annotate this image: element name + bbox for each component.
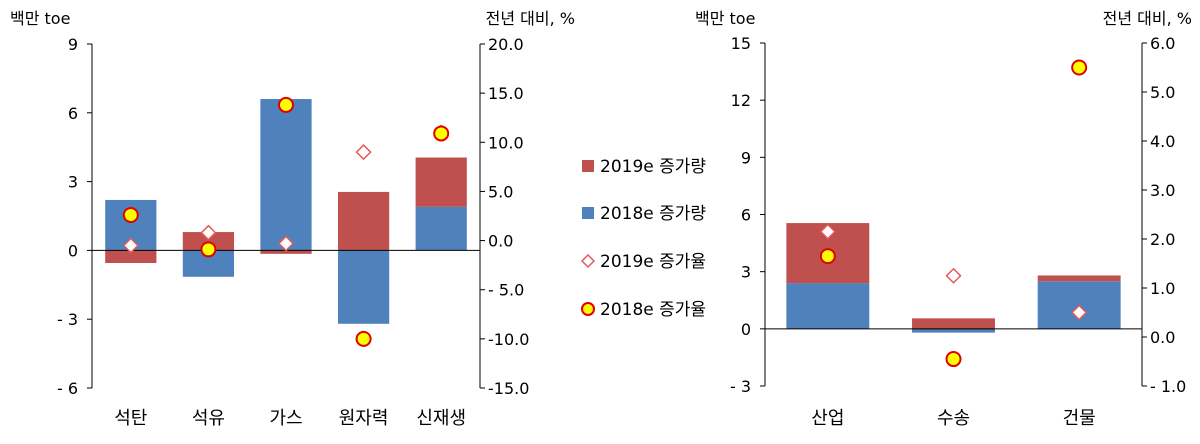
right-axis-unit: 전년 대비, % xyxy=(1103,9,1192,28)
bar-2018e xyxy=(416,207,467,251)
right-tick-label: 6.0 xyxy=(1150,34,1175,53)
chart-figure: 백만 toe 전년 대비, % - 6 - 3 0 3 6 9 -15.0 -10.0 - 5.0 0… xyxy=(0,0,1200,440)
legend-swatch-2019e-rate xyxy=(582,255,594,267)
legend-swatch-2018e-rate xyxy=(582,303,594,315)
marker-2018e-rate xyxy=(201,242,215,256)
left-tick-label: 9 xyxy=(68,35,78,54)
left-tick-label: - 3 xyxy=(730,377,751,396)
left-tick-label: 12 xyxy=(731,91,751,110)
left-tick-label: 3 xyxy=(741,263,751,282)
marker-2018e-rate xyxy=(124,208,138,222)
bar-2018e xyxy=(338,250,389,323)
category-label: 건물 xyxy=(1063,408,1096,429)
right-tick-label: -10.0 xyxy=(488,330,529,349)
right-tick-label: 3.0 xyxy=(1150,181,1175,200)
left-tick-label: - 6 xyxy=(57,379,78,398)
left-tick-label: 6 xyxy=(68,104,78,123)
legend-swatch-2018e-increase xyxy=(582,207,594,219)
right-tick-label: - 5.0 xyxy=(488,281,524,300)
marker-2019e-rate xyxy=(947,269,961,283)
marker-2018e-rate xyxy=(1072,61,1086,75)
left-axis-unit: 백만 toe xyxy=(695,9,755,28)
category-label: 원자력 xyxy=(339,408,389,429)
bar-2019e xyxy=(338,192,389,250)
right-tick-label: 1.0 xyxy=(1150,279,1175,298)
category-label: 가스 xyxy=(269,408,302,429)
right-tick-label: -15.0 xyxy=(488,379,529,398)
marker-2018e-rate xyxy=(434,126,448,140)
left-axis-unit: 백만 toe xyxy=(10,9,70,28)
category-label: 신재생 xyxy=(416,408,466,429)
bar-2019e xyxy=(912,318,995,328)
marker-2018e-rate xyxy=(279,98,293,112)
category-label: 석탄 xyxy=(114,408,147,429)
marker-2018e-rate xyxy=(357,332,371,346)
legend-label: 2018e 증가량 xyxy=(600,204,706,224)
marker-2018e-rate xyxy=(821,249,835,263)
category-label: 수송 xyxy=(937,408,970,429)
right-tick-label: 5.0 xyxy=(1150,83,1175,102)
legend-label: 2019e 증가량 xyxy=(600,157,706,177)
marker-2018e-rate xyxy=(947,352,961,366)
bar-2018e xyxy=(786,283,869,329)
right-tick-label: 0.0 xyxy=(488,232,513,251)
left-tick-label: - 3 xyxy=(57,310,78,329)
bar-2018e xyxy=(260,99,311,250)
right-tick-label: 2.0 xyxy=(1150,230,1175,249)
chart-panel-2: 백만 toe 전년 대비, % - 3 0 3 6 9 12 15 - 1.0 0.0 1.0 2.0 3… xyxy=(695,9,1192,429)
right-tick-label: 4.0 xyxy=(1150,132,1175,151)
bar-2018e xyxy=(912,329,995,333)
bar-2019e xyxy=(416,158,467,207)
category-label: 산업 xyxy=(811,408,844,429)
right-tick-label: - 1.0 xyxy=(1150,377,1186,396)
left-tick-label: 0 xyxy=(741,320,751,339)
legend-swatch-2019e-increase xyxy=(582,160,594,172)
right-tick-label: 5.0 xyxy=(488,182,513,201)
category-label: 석유 xyxy=(192,408,225,429)
left-tick-label: 6 xyxy=(741,206,751,225)
right-tick-label: 15.0 xyxy=(488,84,524,103)
left-tick-label: 9 xyxy=(741,148,751,167)
legend-label: 2019e 증가율 xyxy=(600,252,706,272)
left-tick-label: 0 xyxy=(68,241,78,260)
right-tick-label: 20.0 xyxy=(488,35,524,54)
legend: 2019e 증가량 2018e 증가량 2019e 증가율 2018e 증가율 xyxy=(582,157,706,320)
right-tick-label: 10.0 xyxy=(488,133,524,152)
right-tick-label: 0.0 xyxy=(1150,328,1175,347)
marker-2019e-rate xyxy=(357,145,371,159)
bar-2019e xyxy=(1038,275,1121,281)
left-tick-label: 3 xyxy=(68,173,78,192)
left-tick-label: 15 xyxy=(731,34,751,53)
legend-label: 2018e 증가율 xyxy=(600,300,706,320)
chart-canvas: 백만 toe 전년 대비, % - 6 - 3 0 3 6 9 -15.0 -10.0 - 5.0 0… xyxy=(0,0,1200,440)
right-axis-unit: 전년 대비, % xyxy=(486,9,575,28)
chart-panel-1: 백만 toe 전년 대비, % - 6 - 3 0 3 6 9 -15.0 -10.0 - 5.0 0… xyxy=(10,9,575,429)
